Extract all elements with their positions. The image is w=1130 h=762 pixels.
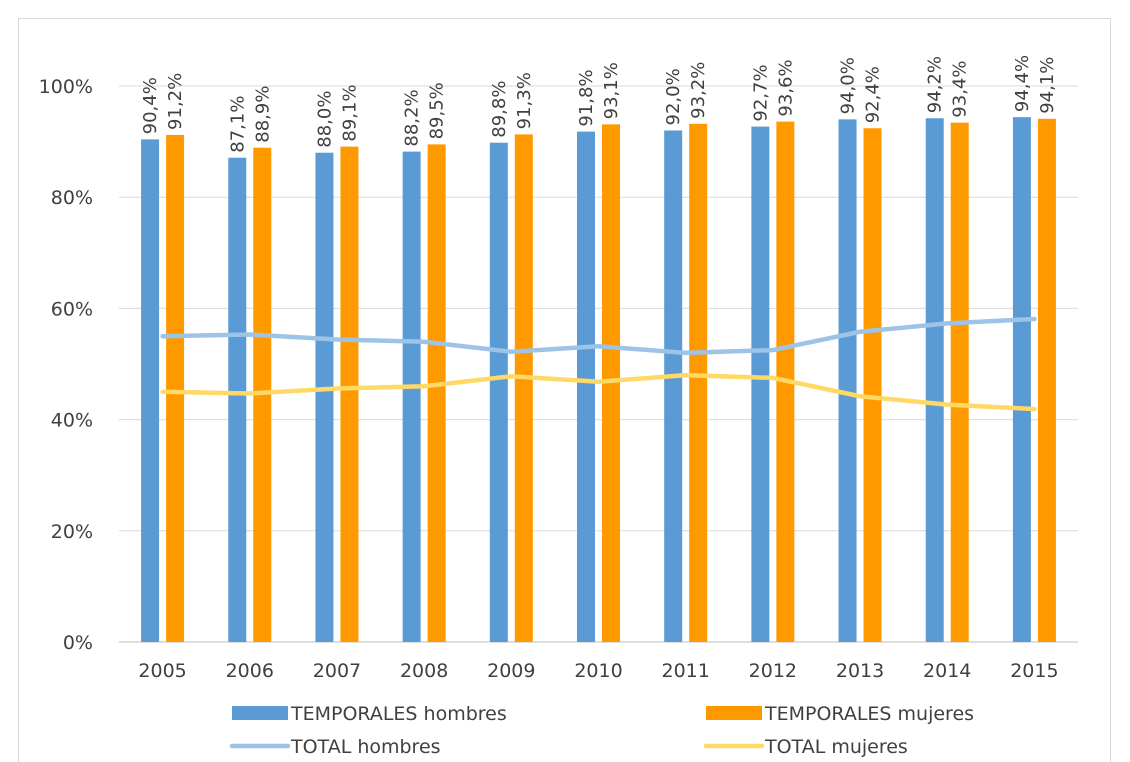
bar-1-2010 [602, 124, 620, 642]
data-label: 88,9% [252, 86, 273, 143]
bar-1-2009 [514, 134, 533, 642]
data-label: 91,8% [576, 69, 597, 126]
bar-0-2006 [228, 157, 247, 642]
data-label: 92,0% [663, 68, 684, 125]
x-tick-label: 2010 [574, 660, 622, 682]
bar-1-2015 [1037, 118, 1056, 642]
x-tick-label: 2005 [138, 660, 186, 682]
x-tick-label: 2015 [1010, 660, 1058, 682]
x-tick-label: 2014 [923, 660, 971, 682]
x-tick-label: 2007 [313, 660, 361, 682]
bar-0-2008 [402, 151, 421, 642]
line-series-0 [160, 316, 1037, 356]
x-tick-label: 2011 [662, 660, 710, 682]
legend-swatch [706, 706, 762, 720]
x-tick-label: 2013 [836, 660, 884, 682]
data-label: 94,2% [925, 56, 946, 113]
data-label: 88,0% [314, 91, 335, 148]
data-label: 88,2% [402, 89, 423, 146]
bar-0-2013 [838, 119, 857, 643]
x-tick-label: 2009 [487, 660, 535, 682]
y-tick-label: 60% [51, 298, 93, 320]
data-label: 94,1% [1037, 57, 1058, 114]
line-series-1 [160, 372, 1037, 412]
bar-1-2013 [863, 128, 882, 643]
y-tick-label: 100% [39, 76, 93, 98]
data-label: 89,1% [339, 84, 360, 141]
data-label: 92,4% [863, 66, 884, 123]
bar-1-2011 [689, 123, 708, 643]
bar-1-2007 [340, 146, 359, 642]
bar-0-2012 [751, 126, 770, 642]
grid-lines [119, 85, 1078, 643]
y-tick-label: 20% [51, 521, 93, 543]
x-tick-label: 2012 [749, 660, 797, 682]
data-label: 87,1% [227, 96, 248, 153]
data-labels: 90,4% 87,1% 88,0% 88,2% 89,8% 91,8% 92,0% 92,7%… [140, 55, 1058, 153]
legend-label: TOTAL hombres [290, 736, 441, 758]
y-tick-label: 0% [63, 632, 93, 654]
legend-label: TEMPORALES hombres [290, 703, 507, 725]
bar-0-2005 [141, 139, 160, 642]
bar-1-2008 [427, 144, 446, 642]
bar-0-2015 [1012, 117, 1031, 643]
y-tick-label: 80% [51, 187, 93, 209]
legend-swatch [232, 706, 288, 720]
data-label: 89,8% [489, 81, 510, 138]
y-tick-label: 40% [51, 410, 93, 432]
data-label: 93,6% [775, 59, 796, 116]
y-axis-ticks: 0% 20% 40% 60% 80% 100% [39, 76, 93, 654]
bar-1-2005 [166, 134, 185, 643]
bar-0-2007 [315, 152, 334, 642]
legend: TEMPORALES hombres TEMPORALES mujeres TOTA… [229, 703, 974, 758]
data-label: 91,2% [165, 73, 186, 130]
data-label: 90,4% [140, 77, 161, 134]
data-label: 92,7% [750, 64, 771, 121]
bar-0-2010 [577, 131, 595, 643]
x-tick-label: 2006 [226, 660, 274, 682]
bar-0-2011 [664, 130, 683, 643]
bar-1-2014 [950, 122, 969, 643]
legend-label: TOTAL mujeres [764, 736, 908, 758]
bar-0-2009 [489, 142, 508, 642]
data-label: 93,2% [688, 62, 709, 119]
lines [160, 316, 1037, 412]
data-label: 89,5% [427, 82, 448, 139]
data-label: 93,1% [601, 62, 622, 119]
bars [141, 117, 1056, 643]
bar-0-2014 [925, 118, 944, 643]
data-label: 94,0% [838, 57, 859, 114]
data-label: 94,4% [1012, 55, 1033, 112]
legend-label: TEMPORALES mujeres [764, 703, 974, 725]
data-label: 91,3% [514, 72, 535, 129]
x-axis-ticks: 2005 2006 2007 2008 2009 2010 2011 2012 2013 2014… [138, 660, 1058, 682]
x-tick-label: 2008 [400, 660, 448, 682]
data-label: 93,4% [950, 61, 971, 118]
